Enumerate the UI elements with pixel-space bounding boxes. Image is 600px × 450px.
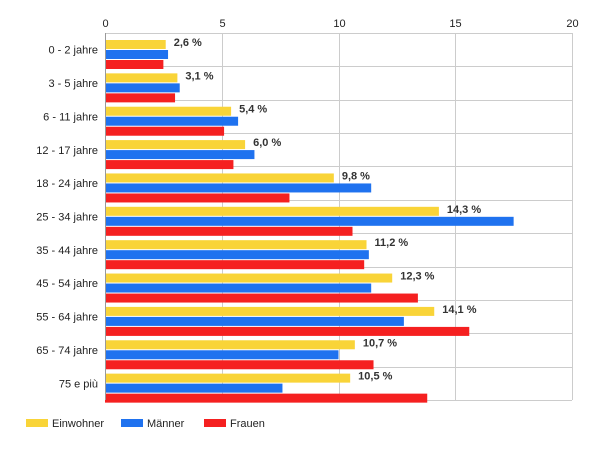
- bar-m-nner: [105, 216, 514, 226]
- bar-einwohner: [105, 140, 246, 150]
- bar-einwohner: [105, 340, 355, 350]
- data-label: 11,2 %: [375, 237, 409, 249]
- bar-frauen: [105, 160, 234, 170]
- bar-m-nner: [105, 83, 180, 93]
- bar-frauen: [105, 260, 365, 270]
- bar-m-nner: [105, 350, 339, 360]
- category-label: 65 - 74 jahre: [36, 345, 98, 357]
- bar-frauen: [105, 93, 176, 103]
- bar-m-nner: [105, 383, 283, 393]
- bar-frauen: [105, 60, 164, 69]
- bar-frauen: [105, 226, 353, 236]
- bar-m-nner: [105, 50, 169, 59]
- category-label: 35 - 44 jahre: [36, 245, 98, 257]
- data-label: 14,3 %: [447, 204, 481, 216]
- data-label: 6,0 %: [253, 137, 281, 149]
- data-label: 10,5 %: [358, 371, 392, 383]
- data-label: 5,4 %: [239, 104, 267, 116]
- x-tick-label: 10: [333, 18, 345, 30]
- x-tick-label: 5: [219, 18, 225, 30]
- legend-swatch: [204, 419, 226, 427]
- category-label: 6 - 11 jahre: [43, 111, 98, 123]
- bar-m-nner: [105, 283, 372, 293]
- category-label: 0 - 2 jahre: [48, 45, 98, 57]
- bar-m-nner: [105, 316, 404, 326]
- bar-einwohner: [105, 273, 393, 283]
- data-label: 10,7 %: [363, 337, 397, 349]
- data-label: 2,6 %: [174, 37, 202, 49]
- data-label: 3,1 %: [185, 70, 213, 82]
- x-tick-label: 15: [449, 18, 461, 30]
- legend-label: Männer: [147, 418, 185, 430]
- category-label: 12 - 17 jahre: [36, 145, 98, 157]
- category-label: 3 - 5 jahre: [48, 78, 98, 90]
- category-label: 45 - 54 jahre: [36, 278, 98, 290]
- category-label: 55 - 64 jahre: [36, 312, 98, 324]
- bar-frauen: [105, 126, 225, 136]
- legend-label: Frauen: [230, 418, 265, 430]
- bar-m-nner: [105, 150, 255, 160]
- bar-einwohner: [105, 306, 435, 316]
- data-label: 9,8 %: [342, 170, 370, 182]
- bar-frauen: [105, 293, 418, 303]
- category-label: 18 - 24 jahre: [36, 178, 98, 190]
- bar-einwohner: [105, 206, 439, 216]
- bar-einwohner: [105, 373, 351, 383]
- category-label: 75 e più: [59, 378, 98, 390]
- bar-m-nner: [105, 116, 239, 126]
- legend-swatch: [121, 419, 143, 427]
- bar-m-nner: [105, 250, 369, 260]
- legend-label: Einwohner: [52, 418, 104, 430]
- bar-einwohner: [105, 73, 178, 83]
- bar-einwohner: [105, 106, 232, 116]
- bar-einwohner: [105, 173, 334, 183]
- bar-m-nner: [105, 183, 372, 193]
- bar-einwohner: [105, 40, 166, 49]
- bar-frauen: [105, 193, 290, 203]
- bar-frauen: [105, 360, 374, 370]
- bar-frauen: [105, 326, 470, 336]
- x-tick-label: 0: [102, 18, 108, 30]
- category-label: 25 - 34 jahre: [36, 212, 98, 224]
- bar-einwohner: [105, 240, 367, 250]
- data-label: 14,1 %: [442, 304, 476, 316]
- data-label: 12,3 %: [400, 271, 434, 283]
- legend-swatch: [26, 419, 48, 427]
- x-tick-label: 20: [566, 18, 578, 30]
- bar-frauen: [105, 393, 428, 403]
